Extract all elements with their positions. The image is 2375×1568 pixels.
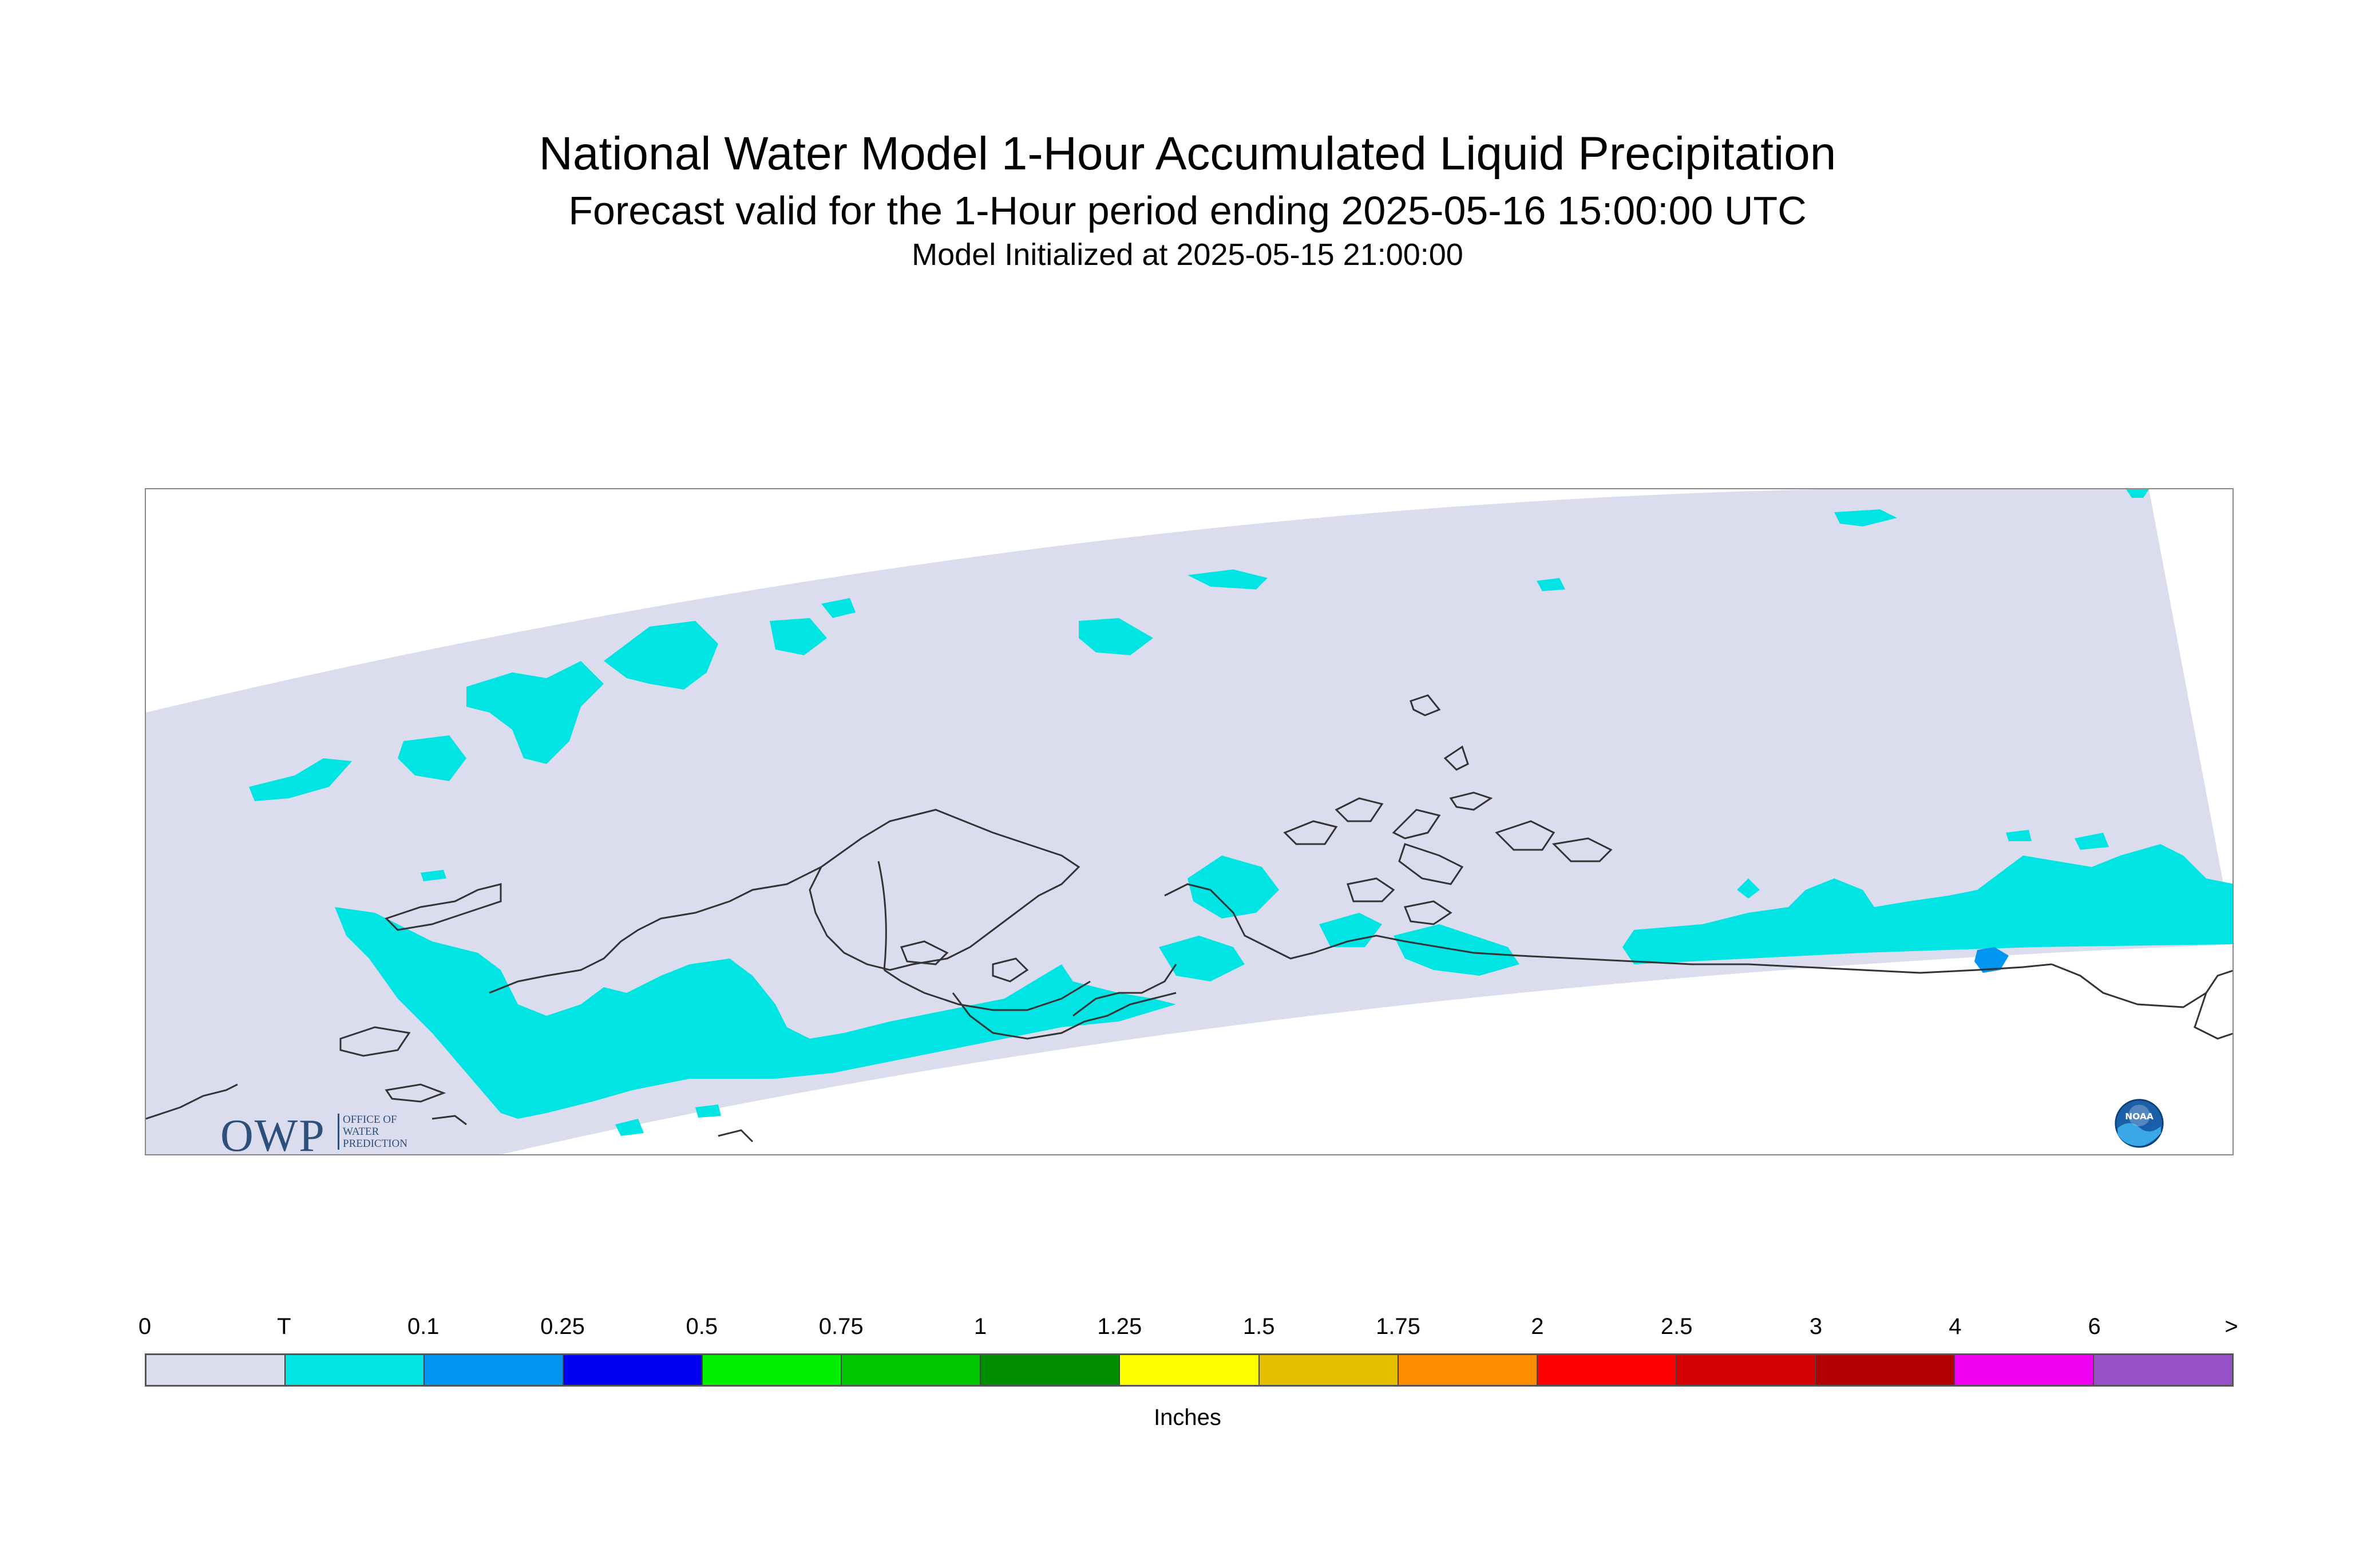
colorbar-label-6: 1 (973, 1314, 987, 1339)
colorbar-label-2: 0.1 (407, 1314, 440, 1339)
colorbar-label-10: 2 (1531, 1314, 1544, 1339)
colorbar-label-11: 2.5 (1660, 1314, 1693, 1339)
map-title: National Water Model 1-Hour Accumulated … (539, 128, 1836, 180)
colorbar-units-label: Inches (1154, 1405, 1221, 1430)
precipitation-map (146, 489, 2232, 1154)
colorbar-segment-14 (2093, 1355, 2232, 1385)
colorbar-segment-12 (1815, 1355, 1955, 1385)
colorbar-label-5: 0.75 (818, 1314, 864, 1339)
colorbar-segment-1 (286, 1355, 425, 1385)
colorbar-segment-9 (1398, 1355, 1538, 1385)
owp-sub-line-2: WATER (343, 1126, 379, 1138)
noaa-logo-text: NOAA (2125, 1111, 2154, 1122)
colorbar-segment-7 (1120, 1355, 1260, 1385)
colorbar-label-3: 0.25 (540, 1314, 585, 1339)
light-precip-area (1974, 947, 2009, 973)
colorbar-segment-4 (703, 1355, 842, 1385)
colorbar-label-13: 4 (1949, 1314, 1962, 1339)
colorbar-segment-6 (981, 1355, 1121, 1385)
colorbar-segment-10 (1537, 1355, 1677, 1385)
colorbar-segment-2 (425, 1355, 564, 1385)
map-panel: OWP OFFICE OF WATER PREDICTION NOAA (145, 488, 2234, 1155)
trace-precip-areas (249, 489, 2232, 1136)
coastlines (146, 694, 2232, 1143)
owp-logo-subtext: OFFICE OF WATER PREDICTION (338, 1114, 407, 1150)
colorbar-segment-11 (1676, 1355, 1816, 1385)
colorbar-label-7: 1.25 (1097, 1314, 1142, 1339)
precip-colorbar (145, 1353, 2234, 1387)
colorbar-label-15: > (2224, 1314, 2238, 1339)
colorbar-segment-3 (564, 1355, 703, 1385)
colorbar-label-8: 1.5 (1242, 1314, 1275, 1339)
model-initialized-subtitle: Model Initialized at 2025-05-15 21:00:00 (912, 237, 1463, 272)
colorbar-label-0: 0 (138, 1314, 152, 1339)
colorbar-label-9: 1.75 (1376, 1314, 1420, 1339)
colorbar-label-14: 6 (2088, 1314, 2101, 1339)
colorbar-segment-5 (842, 1355, 981, 1385)
forecast-valid-subtitle: Forecast valid for the 1-Hour period end… (568, 188, 1807, 233)
colorbar-label-12: 3 (1809, 1314, 1823, 1339)
owp-logo-text: OWP (220, 1111, 326, 1155)
colorbar-label-1: T (277, 1314, 291, 1339)
owp-sub-line-3: PREDICTION (343, 1138, 407, 1150)
colorbar-segment-8 (1259, 1355, 1399, 1385)
colorbar-segment-0 (147, 1355, 286, 1385)
colorbar-segment-13 (1954, 1355, 2094, 1385)
colorbar-label-4: 0.5 (686, 1314, 718, 1339)
noaa-logo: NOAA (2115, 1099, 2164, 1148)
owp-sub-line-1: OFFICE OF (343, 1114, 397, 1126)
